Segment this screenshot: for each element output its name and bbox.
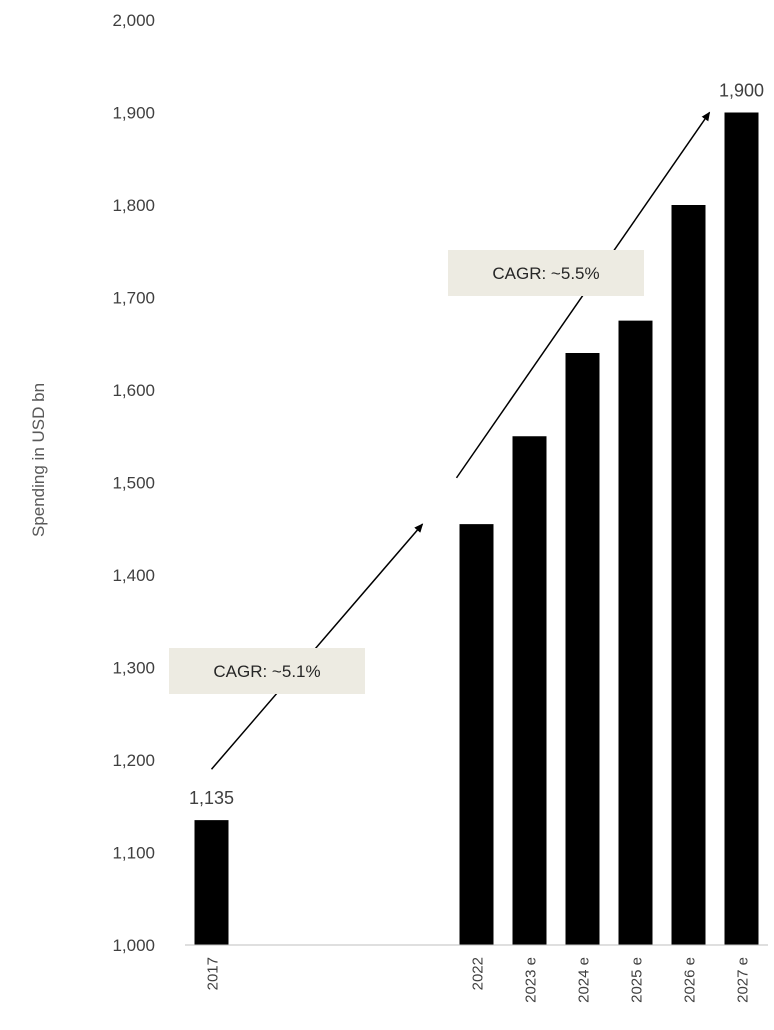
y-tick-label: 1,700 bbox=[112, 289, 155, 308]
y-axis-ticks: 1,000 1,100 1,200 1,300 1,400 1,500 1,600 1,700… bbox=[112, 11, 155, 955]
y-axis-label: Spending in USD bn bbox=[29, 383, 48, 537]
bar bbox=[565, 353, 600, 945]
cagr-annotations: CAGR: ~5.1% CAGR: ~5.5% bbox=[169, 111, 711, 770]
x-axis-ticks: 2017 2022 2023 e 2024 e 2025 e 2026 e 2027 e bbox=[205, 957, 752, 1003]
y-tick-label: 1,300 bbox=[112, 659, 155, 678]
x-tick-label: 2022 bbox=[470, 957, 487, 990]
y-tick-label: 1,800 bbox=[112, 196, 155, 215]
data-label: 1,900 bbox=[719, 81, 764, 101]
y-tick-label: 1,600 bbox=[112, 381, 155, 400]
bar bbox=[194, 820, 229, 945]
cagr-label: CAGR: ~5.5% bbox=[492, 264, 599, 283]
y-tick-label: 2,000 bbox=[112, 11, 155, 30]
cagr-label: CAGR: ~5.1% bbox=[213, 662, 320, 681]
x-tick-label: 2017 bbox=[205, 957, 222, 990]
bars bbox=[194, 112, 759, 945]
y-tick-label: 1,100 bbox=[112, 844, 155, 863]
x-tick-label: 2025 e bbox=[629, 957, 646, 1003]
x-tick-label: 2024 e bbox=[576, 957, 593, 1003]
data-labels: 1,135 1,900 bbox=[189, 81, 764, 809]
data-label: 1,135 bbox=[189, 788, 234, 808]
bar bbox=[618, 320, 653, 945]
x-tick-label: 2026 e bbox=[682, 957, 699, 1003]
y-tick-label: 1,400 bbox=[112, 566, 155, 585]
bar bbox=[724, 112, 759, 945]
cagr-arrow bbox=[210, 523, 424, 770]
bar bbox=[459, 524, 494, 945]
bar bbox=[671, 205, 706, 945]
y-tick-label: 1,500 bbox=[112, 474, 155, 493]
cagr-label-box bbox=[448, 250, 644, 296]
cagr-label-box bbox=[169, 648, 365, 694]
x-tick-label: 2023 e bbox=[523, 957, 540, 1003]
x-tick-label: 2027 e bbox=[735, 957, 752, 1003]
bar bbox=[512, 436, 547, 945]
y-tick-label: 1,000 bbox=[112, 936, 155, 955]
y-tick-label: 1,200 bbox=[112, 751, 155, 770]
y-tick-label: 1,900 bbox=[112, 104, 155, 123]
